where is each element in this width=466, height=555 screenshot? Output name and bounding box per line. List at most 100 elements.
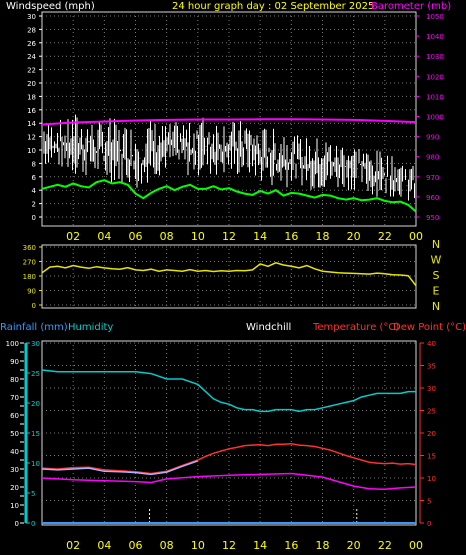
windspeed-tick-label: 14: [27, 120, 36, 128]
rain-tick-label: 30: [31, 340, 40, 348]
rain-tick-label: 15: [31, 430, 40, 438]
humidity-tick-label: 40: [10, 448, 19, 456]
x-tick-label: 02: [66, 539, 80, 552]
windspeed-tick-label: 30: [27, 13, 36, 21]
temperature-panel-axes: 0 10 20 30 40 50 60 70 80 90 100 0 5 10 15 20 25 30 0 5 10 15…: [6, 340, 436, 528]
x-tick-label: 02: [66, 230, 80, 243]
direction-axis: 0 90 180 270 360: [23, 244, 42, 310]
humidity-tick-label: 0: [15, 520, 19, 528]
windspeed-tick-label: 24: [27, 53, 36, 61]
windspeed-tick-label: 10: [27, 147, 36, 155]
windspeed-tick-label: 22: [27, 67, 36, 75]
compass-label: N: [432, 238, 440, 251]
temperature-tick-label: 15: [427, 453, 436, 461]
temperature-tick-label: 30: [427, 385, 436, 393]
temperature-tick-label: 0: [427, 520, 431, 528]
humidity-tick-label: 10: [10, 502, 19, 510]
windchill-series: [41, 460, 199, 476]
rain-tick-label: 0: [31, 520, 35, 528]
direction-tick-label: 180: [23, 273, 36, 281]
temperature-tick-label: 5: [427, 498, 431, 506]
temperature-panel: Rainfall (mm) Humidity Windchill Tempera…: [0, 322, 466, 552]
temperature-tick-label: 20: [427, 430, 436, 438]
x-tick-label: 04: [97, 539, 111, 552]
windspeed-tick-label: 6: [32, 174, 37, 182]
barometer-axis-title: Barometer (mb): [371, 1, 451, 12]
x-tick-label: 08: [160, 539, 174, 552]
x-tick-label: 10: [191, 230, 205, 243]
humidity-tick-label: 100: [6, 340, 19, 348]
x-tick-label: 00: [409, 230, 423, 243]
graph-title: 24 hour graph day : 02 September 2025: [172, 1, 374, 12]
x-tick-label: 22: [378, 230, 392, 243]
windspeed-tick-label: 20: [27, 80, 36, 88]
windspeed-tick-label: 12: [27, 134, 36, 142]
temperature-series: [41, 443, 417, 475]
humidity-tick-label: 60: [10, 412, 19, 420]
direction-tick-label: 270: [23, 259, 36, 267]
windspeed-tick-label: 16: [27, 107, 36, 115]
wind-direction-series: [41, 262, 417, 287]
x-tick-label: 00: [409, 539, 423, 552]
x-tick-label: 20: [347, 230, 361, 243]
x-tick-label: 10: [191, 539, 205, 552]
windspeed-tick-label: 4: [32, 187, 37, 195]
rain-tick-label: 10: [31, 460, 40, 468]
compass-label: E: [433, 285, 440, 298]
x-tick-label: 20: [347, 539, 361, 552]
x-tick-label: 06: [129, 539, 143, 552]
direction-grid: [42, 245, 416, 308]
windspeed-axis-title: Windspeed (mph): [6, 1, 95, 12]
barometer-axis: 950 960 970 980 990 1000 1010 1020 1030 1040 1050: [416, 13, 444, 222]
x-axis-labels-bottom: 02 04 06 08 10 12 14 16 18 20 22 00: [66, 539, 423, 552]
x-axis-labels-top: 02 04 06 08 10 12 14 16 18 20 22 00: [66, 230, 423, 243]
temperature-tick-label: 35: [427, 363, 436, 371]
barometer-tick-label: 960: [426, 194, 439, 202]
legend-humidity: Humidity: [68, 322, 113, 333]
humidity-tick-label: 20: [10, 484, 19, 492]
windspeed-tick-label: 26: [27, 40, 36, 48]
legend-rainfall: Rainfall (mm): [0, 322, 68, 333]
rain-tick-label: 5: [31, 490, 35, 498]
windspeed-tick-label: 0: [32, 214, 36, 222]
x-tick-label: 22: [378, 539, 392, 552]
direction-tick-label: 90: [27, 288, 36, 296]
humidity-series: [41, 369, 416, 413]
windspeed-tick-label: 28: [27, 26, 36, 34]
barometer-tick-label: 1030: [426, 53, 444, 61]
x-tick-label: 18: [316, 230, 330, 243]
barometer-tick-label: 1040: [426, 33, 444, 41]
temperature-grid: [42, 341, 416, 525]
temperature-tick-label: 25: [427, 408, 436, 416]
wind-avg-series: [41, 179, 417, 213]
x-tick-label: 16: [284, 539, 298, 552]
direction-tick-label: 360: [23, 244, 36, 252]
barometer-tick-label: 950: [426, 214, 439, 222]
humidity-tick-label: 90: [10, 358, 19, 366]
barometer-series: [41, 118, 417, 126]
rain-tick-label: 25: [31, 370, 40, 378]
x-tick-label: 12: [222, 230, 236, 243]
legend-temperature: Temperature (°C): [312, 322, 399, 333]
barometer-tick-label: 1050: [426, 13, 444, 21]
humidity-tick-label: 70: [10, 394, 19, 402]
legend-dewpoint: Dew Point (°C): [393, 322, 466, 333]
x-tick-label: 06: [129, 230, 143, 243]
x-tick-label: 16: [284, 230, 298, 243]
compass-label: N: [432, 300, 440, 313]
windspeed-tick-label: 2: [32, 201, 36, 209]
x-tick-label: 12: [222, 539, 236, 552]
barometer-tick-label: 1010: [426, 93, 444, 101]
rain-tick-label: 20: [31, 400, 40, 408]
legend-windchill: Windchill: [246, 322, 291, 333]
x-tick-label: 14: [253, 230, 267, 243]
wind-speed-series: [43, 114, 415, 201]
dewpoint-series: [41, 472, 417, 491]
x-tick-label: 18: [316, 539, 330, 552]
barometer-tick-label: 970: [426, 174, 439, 182]
